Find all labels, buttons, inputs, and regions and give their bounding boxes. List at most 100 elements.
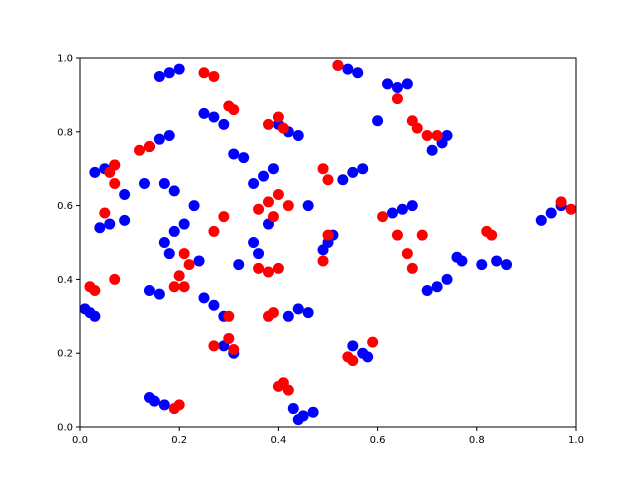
scatter-point bbox=[426, 144, 438, 156]
scatter-point bbox=[372, 115, 384, 127]
scatter-point bbox=[134, 144, 146, 156]
scatter-point bbox=[79, 303, 91, 315]
scatter-point bbox=[347, 340, 359, 352]
scatter-point bbox=[501, 259, 513, 271]
scatter-point bbox=[104, 166, 116, 178]
scatter-point bbox=[168, 281, 180, 293]
scatter-point bbox=[431, 281, 443, 293]
scatter-point bbox=[456, 255, 468, 267]
scatter-point bbox=[287, 403, 299, 415]
scatter-point bbox=[322, 174, 334, 186]
scatter-point bbox=[277, 122, 289, 134]
scatter-point bbox=[292, 303, 304, 315]
scatter-point bbox=[401, 248, 413, 260]
scatter-point bbox=[267, 307, 279, 319]
scatter-point bbox=[382, 78, 394, 90]
scatter-point bbox=[386, 207, 398, 219]
scatter-point bbox=[218, 211, 230, 223]
scatter-point bbox=[228, 148, 240, 160]
scatter-point bbox=[119, 214, 131, 226]
y-tick-label: 0.6 bbox=[57, 201, 73, 212]
scatter-point bbox=[272, 111, 284, 123]
axes-frame bbox=[79, 57, 577, 428]
scatter-point bbox=[248, 237, 260, 248]
scatter-point bbox=[421, 129, 433, 141]
scatter-point bbox=[208, 299, 220, 311]
scatter-point bbox=[223, 332, 235, 344]
scatter-point bbox=[555, 196, 567, 208]
scatter-point bbox=[302, 200, 314, 212]
scatter-point bbox=[99, 207, 111, 219]
scatter-point bbox=[143, 141, 155, 153]
scatter-point bbox=[238, 152, 250, 164]
scatter-point bbox=[168, 403, 180, 415]
scatter-point bbox=[163, 248, 175, 260]
scatter-point bbox=[89, 284, 101, 296]
scatter-point bbox=[89, 166, 101, 178]
y-tick-label: 0.4 bbox=[57, 275, 73, 286]
scatter-point bbox=[248, 177, 260, 189]
scatter-point bbox=[228, 104, 240, 116]
scatter-point bbox=[143, 284, 155, 296]
scatter-point bbox=[223, 310, 235, 322]
scatter-point bbox=[253, 203, 265, 215]
scatter-point bbox=[272, 262, 284, 274]
plot-area bbox=[79, 59, 577, 426]
scatter-point bbox=[401, 78, 413, 90]
scatter-point bbox=[153, 288, 165, 300]
scatter-point bbox=[396, 203, 408, 215]
scatter-point bbox=[178, 218, 190, 230]
scatter-point bbox=[163, 67, 175, 79]
scatter-point bbox=[267, 211, 279, 223]
scatter-point bbox=[158, 237, 170, 248]
scatter-point bbox=[168, 225, 180, 237]
scatter-point bbox=[342, 63, 354, 75]
y-tick-label: 0.8 bbox=[57, 127, 73, 138]
scatter-point bbox=[282, 310, 294, 322]
scatter-point bbox=[322, 229, 334, 241]
scatter-point bbox=[357, 163, 369, 175]
scatter-point bbox=[535, 214, 547, 226]
scatter-point bbox=[411, 122, 423, 134]
scatter-point bbox=[565, 203, 577, 215]
scatter-point bbox=[282, 200, 294, 212]
scatter-point bbox=[277, 377, 289, 389]
scatter-point bbox=[352, 67, 364, 79]
scatter-point bbox=[183, 259, 195, 271]
scatter-point bbox=[267, 163, 279, 175]
scatter-point bbox=[441, 273, 453, 285]
scatter-point bbox=[302, 307, 314, 319]
scatter-point bbox=[163, 129, 175, 141]
scatter-point bbox=[228, 344, 240, 356]
scatter-point bbox=[391, 229, 403, 241]
scatter-point bbox=[486, 229, 498, 241]
scatter-point bbox=[332, 59, 344, 71]
scatter-point bbox=[109, 177, 121, 189]
scatter-point bbox=[158, 399, 170, 411]
scatter-point bbox=[307, 406, 319, 418]
scatter-point bbox=[198, 67, 210, 79]
scatter-point bbox=[109, 273, 121, 285]
scatter-point bbox=[377, 211, 389, 223]
y-tick-label: 0.2 bbox=[57, 349, 73, 360]
scatter-point bbox=[168, 185, 180, 197]
scatter-point bbox=[89, 310, 101, 322]
scatter-point bbox=[119, 189, 131, 201]
scatter-point bbox=[441, 129, 453, 141]
scatter-point bbox=[406, 262, 418, 274]
scatter-point bbox=[317, 163, 329, 175]
scatter-point bbox=[173, 270, 185, 282]
scatter-point bbox=[317, 244, 329, 256]
scatter-point bbox=[143, 391, 155, 403]
scatter-point bbox=[198, 292, 210, 304]
scatter-point bbox=[178, 248, 190, 260]
scatter-point bbox=[292, 414, 304, 426]
scatter-point bbox=[173, 63, 185, 75]
x-tick-label: 0.0 bbox=[72, 435, 88, 446]
scatter-point bbox=[362, 351, 374, 363]
scatter-point bbox=[262, 196, 274, 208]
scatter-point bbox=[208, 340, 220, 352]
scatter-point bbox=[193, 255, 205, 267]
scatter-point bbox=[476, 259, 488, 271]
